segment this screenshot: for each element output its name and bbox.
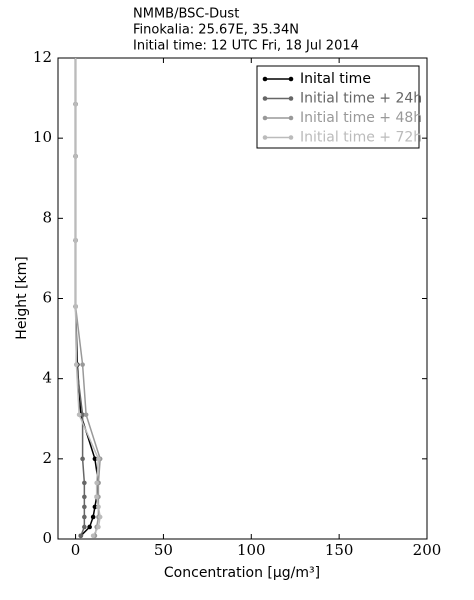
data-point xyxy=(94,480,99,486)
data-point xyxy=(96,504,101,510)
legend-swatch xyxy=(288,115,294,121)
data-point xyxy=(82,524,87,530)
legend-swatch xyxy=(262,135,268,140)
series-line xyxy=(74,58,100,537)
data-point xyxy=(92,504,98,510)
legend-label: Initial time + 48h xyxy=(300,110,422,126)
y-tick-label: 12 xyxy=(33,48,52,66)
data-point xyxy=(82,504,87,510)
legend-swatch xyxy=(262,115,268,121)
y-tick-label: 4 xyxy=(42,369,52,387)
y-tick-label: 8 xyxy=(42,208,52,226)
x-tick-label: 150 xyxy=(325,541,354,559)
legend-swatch xyxy=(262,76,268,82)
data-point xyxy=(78,533,84,539)
data-point xyxy=(96,524,101,530)
x-tick-label: 200 xyxy=(413,541,442,559)
data-point xyxy=(73,153,78,159)
y-tick-label: 10 xyxy=(33,128,52,146)
data-point xyxy=(97,514,103,520)
data-point xyxy=(80,412,85,418)
x-tick-label: 50 xyxy=(154,541,173,559)
data-point xyxy=(80,456,85,462)
data-point xyxy=(90,514,96,520)
data-point xyxy=(92,456,98,462)
data-point xyxy=(73,238,78,243)
data-point xyxy=(82,480,87,486)
title-line: NMMB/BSC-Dust xyxy=(133,7,239,22)
data-point xyxy=(82,514,87,520)
series-line xyxy=(74,58,86,537)
x-axis-label: Concentration [μg/m³] xyxy=(164,565,320,581)
y-axis-label: Height [km] xyxy=(14,256,30,339)
data-point xyxy=(87,524,92,530)
data-point xyxy=(83,412,89,418)
title-line: Finokalia: 25.67E, 35.34N xyxy=(133,23,299,38)
x-tick-label: 100 xyxy=(237,541,266,559)
x-tick-label: 0 xyxy=(71,541,81,559)
data-point xyxy=(80,362,85,367)
data-point xyxy=(73,101,78,107)
legend-swatch xyxy=(288,96,294,101)
legend-swatch xyxy=(288,76,294,82)
data-point xyxy=(90,533,96,539)
legend-label: Inital time xyxy=(300,71,371,87)
series-line xyxy=(74,58,101,537)
data-point xyxy=(82,494,87,500)
data-point xyxy=(94,494,99,500)
data-point xyxy=(74,362,79,367)
legend-swatch xyxy=(262,96,268,101)
legend-label: Initial time + 72h xyxy=(300,130,422,146)
title-line: Initial time: 12 UTC Fri, 18 Jul 2014 xyxy=(133,39,359,54)
y-tick-label: 2 xyxy=(42,449,52,467)
series-line xyxy=(74,58,101,536)
data-point xyxy=(73,304,78,309)
legend-swatch xyxy=(288,135,294,140)
data-point xyxy=(76,412,82,418)
data-point xyxy=(96,456,101,462)
legend-label: Initial time + 24h xyxy=(300,91,422,107)
y-tick-label: 6 xyxy=(42,289,52,307)
y-tick-label: 0 xyxy=(42,529,52,547)
